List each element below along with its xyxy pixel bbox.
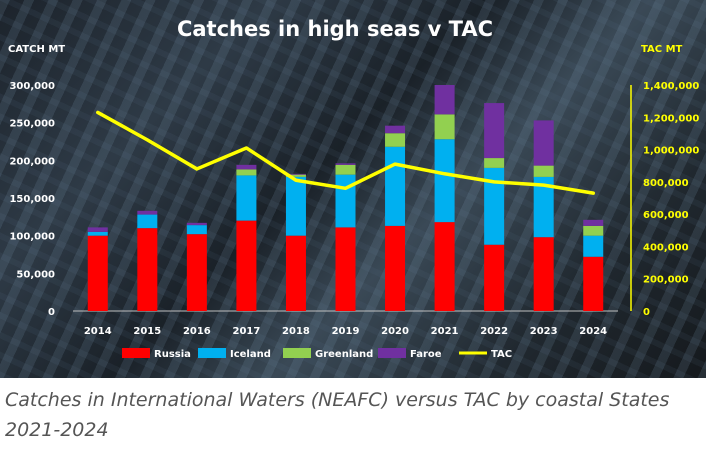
bar-iceland-2014 bbox=[87, 231, 108, 236]
bar-iceland-2020 bbox=[385, 146, 406, 226]
y-tick-left-label: 250,000 bbox=[9, 119, 55, 130]
bar-iceland-2016 bbox=[186, 225, 207, 235]
y-axis-left-title: CATCH MT bbox=[8, 44, 65, 55]
bar-greenland-2018 bbox=[285, 174, 306, 177]
bar-iceland-2018 bbox=[285, 176, 306, 236]
plot-area: 0 50,000 100,000 150,000 200,000 250,000 300,0… bbox=[9, 81, 699, 360]
x-tick-label: 2017 bbox=[232, 326, 260, 337]
bar-iceland-2023 bbox=[533, 176, 554, 238]
bar-greenland-2023 bbox=[533, 165, 554, 177]
x-tick-label: 2019 bbox=[332, 326, 360, 337]
x-tick-label: 2024 bbox=[579, 326, 607, 337]
x-tick-label: 2023 bbox=[530, 326, 558, 337]
y-tick-left-label: 150,000 bbox=[9, 194, 55, 205]
bar-iceland-2019 bbox=[335, 174, 356, 228]
bar-faroe-2019 bbox=[335, 163, 356, 165]
y-tick-right-label: 0 bbox=[643, 307, 650, 318]
legend-swatch-faroe bbox=[378, 348, 406, 358]
y-tick-right-label: 1,000,000 bbox=[643, 146, 699, 157]
figure-caption: Catches in International Waters (NEAFC) … bbox=[5, 389, 670, 441]
bar-faroe-2020 bbox=[385, 125, 406, 134]
x-tick-label: 2022 bbox=[480, 326, 508, 337]
legend-label-greenland: Greenland bbox=[315, 349, 373, 360]
x-tick-label: 2014 bbox=[84, 326, 112, 337]
bar-faroe-2016 bbox=[186, 222, 207, 226]
bar-russia-2020 bbox=[385, 225, 406, 311]
bar-iceland-2022 bbox=[484, 167, 505, 245]
bar-greenland-2019 bbox=[335, 164, 356, 175]
bar-greenland-2024 bbox=[583, 225, 604, 236]
legend-swatch-greenland bbox=[283, 348, 311, 358]
bar-faroe-2021 bbox=[434, 85, 455, 115]
bar-faroe-2014 bbox=[87, 227, 108, 232]
bar-russia-2023 bbox=[533, 237, 554, 311]
bar-iceland-2017 bbox=[236, 175, 257, 221]
bar-russia-2019 bbox=[335, 227, 356, 311]
bar-russia-2014 bbox=[87, 235, 108, 311]
bar-faroe-2017 bbox=[236, 164, 257, 170]
chart-svg: Catches in high seas v TAC CATCH MT TAC … bbox=[8, 17, 700, 360]
y-tick-right-label: 1,200,000 bbox=[643, 113, 699, 124]
y-axis-right-title: TAC MT bbox=[641, 44, 683, 55]
legend-label-russia: Russia bbox=[154, 349, 191, 360]
bar-iceland-2024 bbox=[583, 235, 604, 257]
y-tick-left-label: 50,000 bbox=[16, 269, 55, 280]
bar-faroe-2018 bbox=[285, 173, 306, 175]
y-tick-right-label: 800,000 bbox=[643, 178, 689, 189]
y-tick-left-label: 200,000 bbox=[9, 156, 55, 167]
bar-greenland-2021 bbox=[434, 114, 455, 140]
bar-faroe-2022 bbox=[484, 103, 505, 159]
bar-faroe-2024 bbox=[583, 219, 604, 226]
chart-title: Catches in high seas v TAC bbox=[177, 17, 493, 41]
legend-label-iceland: Iceland bbox=[230, 349, 271, 360]
y-tick-right-label: 1,400,000 bbox=[643, 81, 699, 92]
y-tick-left-label: 300,000 bbox=[9, 81, 55, 92]
chart-figure: Catches in high seas v TAC CATCH MT TAC … bbox=[0, 0, 706, 378]
x-tick-label: 2021 bbox=[431, 326, 459, 337]
y-tick-left-label: 100,000 bbox=[9, 232, 55, 243]
legend-swatch-russia bbox=[122, 348, 150, 358]
bar-greenland-2020 bbox=[385, 133, 406, 147]
legend-label-faroe: Faroe bbox=[410, 349, 442, 360]
bar-russia-2015 bbox=[137, 228, 158, 311]
x-tick-label: 2020 bbox=[381, 326, 409, 337]
y-tick-right-label: 400,000 bbox=[643, 242, 689, 253]
x-tick-label: 2015 bbox=[133, 326, 161, 337]
legend-swatch-iceland bbox=[198, 348, 226, 358]
y-tick-right-label: 200,000 bbox=[643, 275, 689, 286]
legend-label-tac: TAC bbox=[491, 349, 512, 360]
bar-faroe-2023 bbox=[533, 120, 554, 166]
bar-greenland-2022 bbox=[484, 158, 505, 168]
bar-greenland-2017 bbox=[236, 169, 257, 176]
x-tick-label: 2018 bbox=[282, 326, 310, 337]
x-tick-label: 2016 bbox=[183, 326, 211, 337]
bar-iceland-2021 bbox=[434, 139, 455, 223]
bar-faroe-2015 bbox=[137, 210, 158, 215]
bar-russia-2022 bbox=[484, 244, 505, 311]
bar-russia-2016 bbox=[186, 234, 207, 311]
y-tick-left-label: 0 bbox=[48, 307, 55, 318]
tac-line bbox=[96, 110, 595, 195]
bar-russia-2021 bbox=[434, 222, 455, 311]
y-tick-right-label: 600,000 bbox=[643, 210, 689, 221]
bar-russia-2017 bbox=[236, 220, 257, 311]
bar-russia-2018 bbox=[285, 235, 306, 311]
bar-iceland-2015 bbox=[137, 214, 158, 229]
bar-russia-2024 bbox=[583, 256, 604, 311]
